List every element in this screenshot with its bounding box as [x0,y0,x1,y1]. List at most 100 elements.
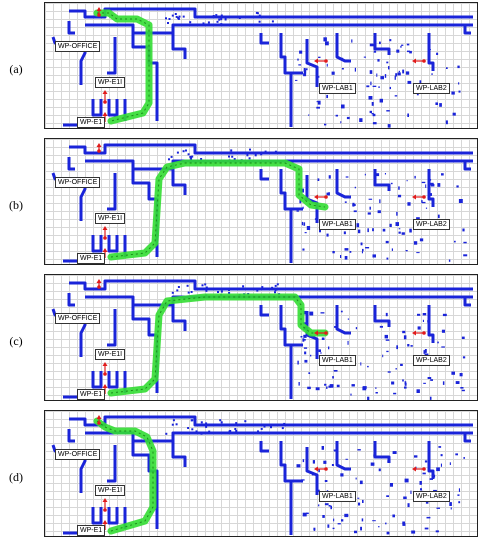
obstacle-speck [246,154,249,157]
obstacle-speck [438,446,442,448]
map-obstacles [171,283,466,400]
obstacle-speck [439,103,442,107]
obstacle-speck [302,459,305,463]
obstacle-speck [377,210,381,214]
obstacle-speck [205,286,208,289]
obstacle-speck [361,518,364,522]
obstacle-speck [295,79,298,81]
obstacle-speck [386,350,389,353]
obstacle-speck [333,449,337,452]
obstacle-speck [316,106,320,109]
obstacle-speck [314,218,318,220]
map-svg [51,415,473,535]
obstacle-speck [372,520,376,522]
obstacle-speck [345,458,348,460]
wp-office-label: WP-OFFICE [55,177,101,188]
arrow-lab1-icon [314,466,328,472]
obstacle-speck [224,18,227,21]
obstacle-speck [451,371,455,375]
obstacle-speck [303,222,306,226]
arrow-lab2-icon [412,58,426,64]
obstacle-speck [190,158,193,161]
obstacle-speck [326,386,328,389]
wp-lab1-label: WP-LAB1 [319,491,356,502]
wp-lab1-label: WP-LAB1 [319,83,356,94]
obstacle-speck [385,339,390,341]
obstacle-speck [407,113,409,117]
wp-e1-label: WP-E1 [77,525,106,536]
obstacle-speck [303,339,306,341]
obstacle-speck [417,326,421,330]
obstacle-speck [449,502,452,506]
obstacle-speck [220,14,223,17]
obstacle-speck [313,529,316,531]
panel-label: (a) [9,62,23,76]
obstacle-speck [168,158,170,161]
obstacle-speck [389,223,392,227]
obstacle-speck [385,522,387,525]
obstacle-speck [337,523,341,525]
obstacle-speck [424,460,428,463]
obstacle-speck [369,43,374,47]
obstacle-speck [256,289,259,292]
obstacle-speck [331,464,334,466]
obstacle-speck [454,240,456,243]
obstacle-speck [395,222,399,226]
obstacle-speck [424,527,429,530]
obstacle-speck [462,356,466,359]
obstacle-speck [404,478,409,483]
obstacle-speck [306,512,309,515]
obstacle-speck [410,345,413,347]
obstacle-speck [455,381,460,384]
wp-office-label: WP-OFFICE [55,313,101,324]
obstacle-speck [340,255,342,258]
obstacle-speck [419,80,422,84]
obstacle-speck [445,120,448,125]
obstacle-speck [191,419,194,422]
obstacle-speck [165,432,168,435]
obstacle-speck [175,423,178,426]
obstacle-speck [437,214,440,219]
obstacle-speck [373,50,377,53]
obstacle-speck [304,359,308,363]
obstacle-speck [437,183,441,187]
obstacle-speck [220,23,223,26]
obstacle-speck [263,425,266,428]
obstacle-speck [228,155,230,158]
obstacle-speck [430,379,433,381]
obstacle-speck [315,76,320,78]
obstacle-speck [427,377,432,379]
arrow-top-icon [96,279,102,289]
obstacle-speck [369,110,372,114]
obstacle-speck [386,61,389,64]
obstacle-speck [264,150,267,153]
obstacle-speck [456,185,459,188]
obstacle-speck [344,201,347,203]
obstacle-speck [389,483,393,487]
obstacle-speck [406,43,410,46]
obstacle-speck [296,464,301,468]
obstacle-speck [347,340,349,345]
obstacle-speck [167,22,169,24]
obstacle-speck [302,512,307,517]
obstacle-speck [347,318,350,320]
obstacle-speck [176,151,179,154]
obstacle-speck [325,41,329,46]
obstacle-speck [398,231,401,234]
obstacle-speck [303,73,307,77]
obstacle-speck [361,251,363,254]
obstacle-speck [402,330,406,334]
obstacle-speck [378,468,381,472]
obstacle-speck [307,386,311,390]
obstacle-speck [423,382,426,384]
obstacle-speck [303,334,307,338]
obstacle-speck [199,431,202,434]
obstacle-speck [357,229,361,234]
arrow-e1i-icon [102,90,108,104]
obstacle-speck [459,373,463,377]
obstacle-speck [191,155,194,158]
obstacle-speck [384,334,388,339]
arrow-lab2-icon [412,466,426,472]
obstacle-speck [419,238,424,242]
obstacle-speck [389,86,391,90]
